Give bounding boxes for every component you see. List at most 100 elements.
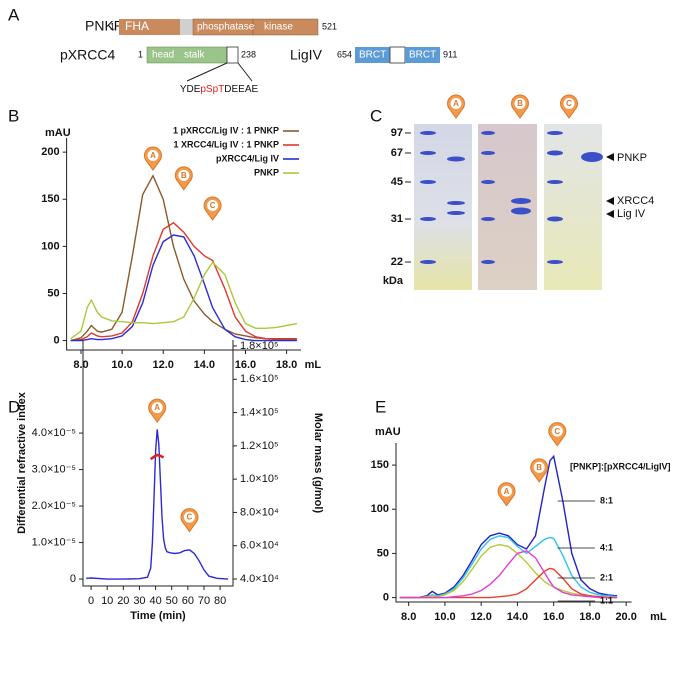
marker-dash [405, 132, 411, 263]
x-tick-label: 8.0 [73, 359, 88, 371]
gel-bands [420, 131, 603, 264]
band [481, 217, 495, 221]
y-axis-label: mAU [375, 426, 401, 438]
y2-axis-label: Molar mass (g/mol) [312, 413, 324, 514]
y-tick-label: 0 [383, 591, 389, 603]
marker-labels: 97 67 45 31 22 kDa PNKP XRCC4 Lig IV [383, 127, 654, 287]
annotation-label: A [150, 151, 156, 160]
band [420, 217, 436, 221]
x-tick-label: 16.0 [235, 359, 256, 371]
band [481, 151, 495, 155]
series-line [70, 174, 297, 342]
band-label: PNKP [617, 152, 647, 164]
legend-label: 2:1 [600, 572, 613, 582]
axis-line [395, 443, 632, 603]
residue-start: 1 [110, 21, 115, 31]
band [420, 260, 436, 264]
pin-center [450, 98, 462, 109]
annotation-label: B [517, 99, 523, 108]
y-axis-label: Differential refractive index [16, 391, 28, 534]
motif-phospho: pSpT [200, 84, 224, 95]
residue-start: 1 [138, 49, 143, 59]
axis-line [66, 138, 301, 351]
series-line [70, 221, 297, 342]
pin-center [563, 98, 575, 109]
band [547, 180, 563, 184]
protein-name: PNKP [85, 18, 123, 34]
domain-box [119, 19, 180, 35]
pin-center [551, 425, 563, 437]
residue-end: 911 [443, 49, 457, 59]
band [581, 152, 603, 162]
y2-tick-label: 8.0×10⁴ [240, 506, 279, 518]
annotation-label: C [187, 513, 193, 522]
series-line [149, 453, 165, 461]
x-axis-label: mL [650, 611, 667, 623]
y-tick-label: 100 [41, 240, 59, 252]
domain-label: BRCT [409, 50, 436, 61]
x-tick-label: 18.0 [276, 359, 297, 371]
domain-label: BRCT [359, 50, 386, 61]
pin-center [207, 199, 219, 211]
y2-tick-label: 6.0×10⁴ [240, 540, 279, 552]
y2-tick-label: 1.8×10⁵ [240, 340, 279, 352]
series-line [399, 535, 618, 599]
axis-line [82, 340, 234, 587]
band [481, 180, 495, 184]
pin-center [514, 98, 526, 109]
y-tick-label: 3.0×10⁻⁵ [32, 463, 76, 475]
zoom-line [186, 62, 228, 82]
pin-center [183, 511, 195, 523]
series-line [399, 550, 618, 599]
band [511, 198, 531, 204]
pin-center [151, 402, 163, 414]
band-label: Lig IV [617, 208, 646, 220]
y-tick-label: 100 [371, 503, 389, 515]
x-tick-label: 10.0 [111, 359, 132, 371]
motif-part: DEEAE [224, 84, 258, 95]
x-tick-label: 12.0 [470, 611, 491, 623]
series-line [70, 234, 297, 342]
y-axis-label: mAU [45, 127, 71, 139]
panel-label: E [375, 397, 386, 416]
band [481, 260, 495, 264]
band [420, 131, 436, 135]
protein-name: pXRCC4 [60, 47, 115, 63]
band [547, 131, 563, 135]
domain-label: stalk [184, 50, 206, 61]
legend-label: pXRCC4/Lig IV [216, 153, 279, 163]
band [420, 180, 436, 184]
series-line [399, 454, 618, 599]
annotation-label: C [210, 201, 216, 210]
y2-tick-label: 4.0×10⁴ [240, 573, 279, 585]
legend-label: PNKP [254, 167, 279, 177]
y2-tick-label: 1.6×10⁵ [240, 373, 279, 385]
y-tick-label: 4.0×10⁻⁵ [32, 427, 76, 439]
domain-box [226, 46, 239, 64]
y2-tick-label: 1.4×10⁵ [240, 406, 279, 418]
y-tick-label: 2.0×10⁻⁵ [32, 500, 76, 512]
series-line [86, 429, 229, 580]
legend-label: 1:1 [600, 595, 613, 605]
domain-label: kinase [264, 22, 293, 33]
x-tick-label: 10.0 [434, 611, 455, 623]
marker-label: 45 [391, 176, 403, 188]
pin-center [501, 485, 513, 497]
y-tick-label: 50 [47, 287, 59, 299]
marker-label: 67 [391, 147, 403, 159]
y-tick-label: 150 [41, 193, 59, 205]
domain-box [355, 47, 390, 63]
marker-label: 22 [391, 256, 403, 268]
x-tick-label: 30 [133, 595, 145, 607]
zoom-line [237, 62, 253, 82]
band [547, 260, 563, 264]
band [511, 207, 531, 215]
y-tick-label: 50 [377, 547, 389, 559]
marker-label: 31 [391, 213, 403, 225]
panel-label: C [370, 106, 382, 125]
x-tick-label: 8.0 [401, 611, 416, 623]
gel-strip [478, 124, 537, 290]
y-tick-label: 1.0×10⁻⁵ [32, 536, 76, 548]
x-tick-label: 60 [182, 595, 194, 607]
